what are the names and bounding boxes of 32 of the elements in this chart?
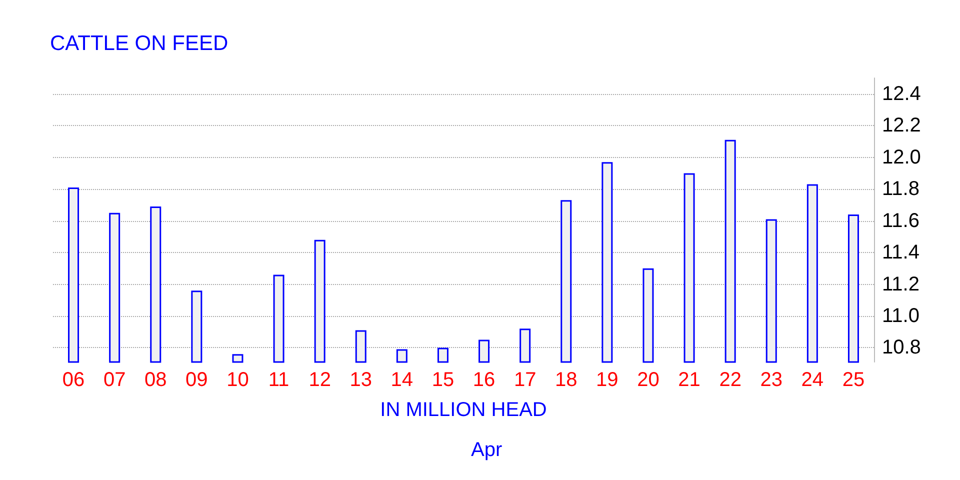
x-tick-label: 18	[555, 369, 578, 391]
x-tick-label: 06	[62, 369, 85, 391]
x-tick-label: 21	[678, 369, 700, 391]
x-tick-label: 12	[308, 369, 331, 391]
x-tick-label: 25	[842, 369, 865, 391]
y-tick-label: 11.0	[882, 304, 920, 327]
x-tick-label: 11	[268, 369, 290, 391]
x-tick-label: 17	[514, 369, 536, 391]
y-tick-label: 11.8	[882, 178, 920, 200]
x-tick-label: 19	[596, 369, 618, 391]
y-tick-label: 10.8	[882, 336, 921, 359]
x-tick-label: 23	[760, 369, 782, 391]
y-tick-label: 12.4	[882, 82, 921, 105]
x-tick-label: 13	[350, 369, 372, 391]
x-tick-label: 22	[719, 369, 742, 391]
x-tick-label: 20	[637, 369, 660, 391]
x-tick-label: 16	[472, 369, 496, 391]
x-axis-title: IN MILLION HEAD	[380, 399, 547, 421]
x-tick-label: 15	[432, 369, 454, 391]
y-tick-label: 11.4	[882, 242, 920, 264]
x-tick-label: 07	[103, 369, 126, 391]
y-tick-label: 11.2	[882, 273, 920, 296]
text: Apr	[471, 439, 502, 461]
x-tick-label: 08	[144, 369, 167, 391]
x-tick-label: 09	[186, 369, 208, 391]
y-tick-label: 12.2	[882, 114, 921, 137]
y-tick-label: 11.6	[882, 210, 920, 232]
y-tick-label: 12.0	[882, 146, 921, 168]
x-tick-label: 24	[801, 369, 824, 391]
chart-title: CATTLE ON FEED	[50, 32, 228, 55]
x-tick-label: 14	[390, 369, 414, 391]
x-tick-label: 10	[226, 369, 249, 391]
